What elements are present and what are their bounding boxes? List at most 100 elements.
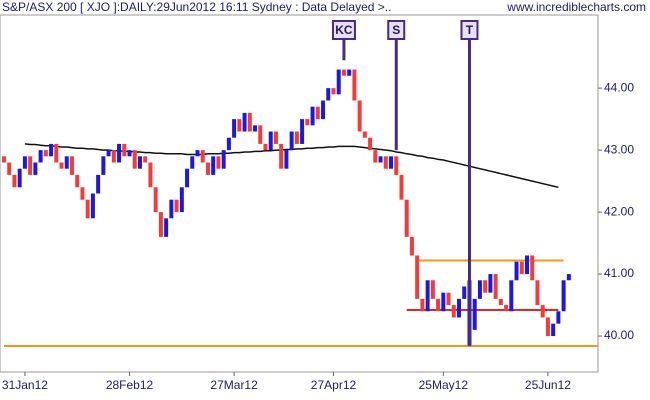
price-bar bbox=[226, 137, 231, 151]
price-bar bbox=[530, 255, 535, 281]
plot-area bbox=[0, 14, 599, 373]
price-bar bbox=[451, 305, 456, 318]
price-bar bbox=[341, 69, 346, 76]
price-bar bbox=[373, 150, 378, 163]
price-bar bbox=[430, 280, 435, 299]
price-bar bbox=[59, 162, 64, 169]
price-bar bbox=[54, 143, 59, 163]
price-bar bbox=[446, 292, 451, 306]
price-bar bbox=[64, 156, 69, 169]
price-bar bbox=[483, 280, 488, 293]
price-bar bbox=[253, 125, 258, 132]
y-tick-label: 44.00 bbox=[604, 80, 634, 94]
price-bar bbox=[101, 156, 106, 175]
price-bar bbox=[148, 162, 153, 188]
price-bar bbox=[49, 143, 54, 157]
price-bar bbox=[441, 292, 446, 312]
price-bar bbox=[347, 69, 352, 76]
price-bar bbox=[137, 156, 142, 169]
marker-label: S bbox=[392, 23, 400, 37]
x-tick-label: 25May12 bbox=[419, 378, 469, 392]
price-bar bbox=[12, 174, 17, 188]
marker-box bbox=[331, 20, 356, 40]
price-bar bbox=[561, 280, 566, 312]
price-bar bbox=[143, 156, 148, 163]
price-bar bbox=[237, 119, 242, 132]
marker-box bbox=[387, 20, 406, 40]
price-bar bbox=[504, 305, 509, 312]
price-bar bbox=[331, 88, 336, 95]
price-bar bbox=[28, 156, 33, 175]
price-bar bbox=[399, 174, 404, 200]
price-bar bbox=[551, 323, 556, 337]
price-bar bbox=[127, 150, 132, 157]
price-bar bbox=[352, 69, 357, 101]
price-bar bbox=[69, 156, 74, 175]
price-bar bbox=[111, 150, 116, 163]
price-bar bbox=[457, 298, 462, 318]
price-bar bbox=[394, 156, 399, 175]
price-bar bbox=[158, 212, 163, 237]
price-bar bbox=[38, 150, 43, 163]
x-tick-label: 25Jun12 bbox=[525, 378, 571, 392]
price-bar bbox=[221, 150, 226, 169]
x-tick-label: 27Apr12 bbox=[311, 378, 357, 392]
price-bar bbox=[488, 274, 493, 293]
price-bar bbox=[85, 199, 90, 219]
price-bar bbox=[336, 69, 341, 95]
price-bar bbox=[383, 156, 388, 169]
price-bar bbox=[326, 88, 331, 101]
price-bar bbox=[420, 298, 425, 312]
price-bar bbox=[545, 317, 550, 337]
price-bar bbox=[556, 311, 561, 324]
price-bar bbox=[117, 143, 122, 163]
price-bar bbox=[169, 199, 174, 219]
x-tick-label: 28Feb12 bbox=[106, 378, 154, 392]
price-bar bbox=[378, 156, 383, 163]
price-bar bbox=[472, 298, 477, 330]
price-bar bbox=[153, 187, 158, 213]
price-bar bbox=[179, 187, 184, 213]
marker-box bbox=[460, 20, 479, 40]
price-bar bbox=[211, 156, 216, 175]
price-bar bbox=[284, 150, 289, 169]
price-bar bbox=[258, 125, 263, 144]
price-bar bbox=[368, 137, 373, 151]
price-bar bbox=[321, 100, 326, 120]
price-bar bbox=[75, 174, 80, 188]
x-tick-label: 27Mar12 bbox=[210, 378, 258, 392]
price-bar bbox=[247, 112, 252, 132]
price-bar bbox=[294, 131, 299, 144]
price-bar bbox=[477, 280, 482, 299]
price-bar bbox=[409, 236, 414, 256]
price-bar bbox=[425, 280, 430, 312]
price-bar bbox=[535, 280, 540, 306]
price-bar bbox=[122, 143, 127, 157]
y-tick-label: 40.00 bbox=[604, 328, 634, 342]
price-bar bbox=[200, 150, 205, 163]
price-bar bbox=[519, 261, 524, 275]
x-tick-label: 31Jan12 bbox=[2, 378, 48, 392]
price-bar bbox=[263, 143, 268, 151]
price-bar bbox=[525, 255, 529, 275]
price-bar bbox=[357, 100, 362, 132]
y-tick-label: 41.00 bbox=[604, 266, 634, 280]
price-bar bbox=[436, 298, 441, 312]
price-bar bbox=[404, 199, 409, 237]
price-bar bbox=[190, 156, 195, 169]
price-bar bbox=[96, 174, 101, 194]
price-bar bbox=[509, 280, 514, 312]
price-bar bbox=[90, 193, 95, 219]
price-bar bbox=[106, 150, 111, 157]
price-bar bbox=[389, 156, 394, 169]
price-bar bbox=[362, 131, 367, 138]
y-tick-label: 43.00 bbox=[604, 142, 634, 156]
price-bar bbox=[43, 150, 48, 157]
price-bar bbox=[33, 162, 38, 175]
price-bar bbox=[2, 156, 6, 163]
price-bar bbox=[17, 168, 22, 188]
price-bar bbox=[7, 162, 12, 175]
price-bar bbox=[310, 106, 315, 126]
price-bar bbox=[415, 255, 420, 299]
price-bar bbox=[300, 119, 305, 144]
